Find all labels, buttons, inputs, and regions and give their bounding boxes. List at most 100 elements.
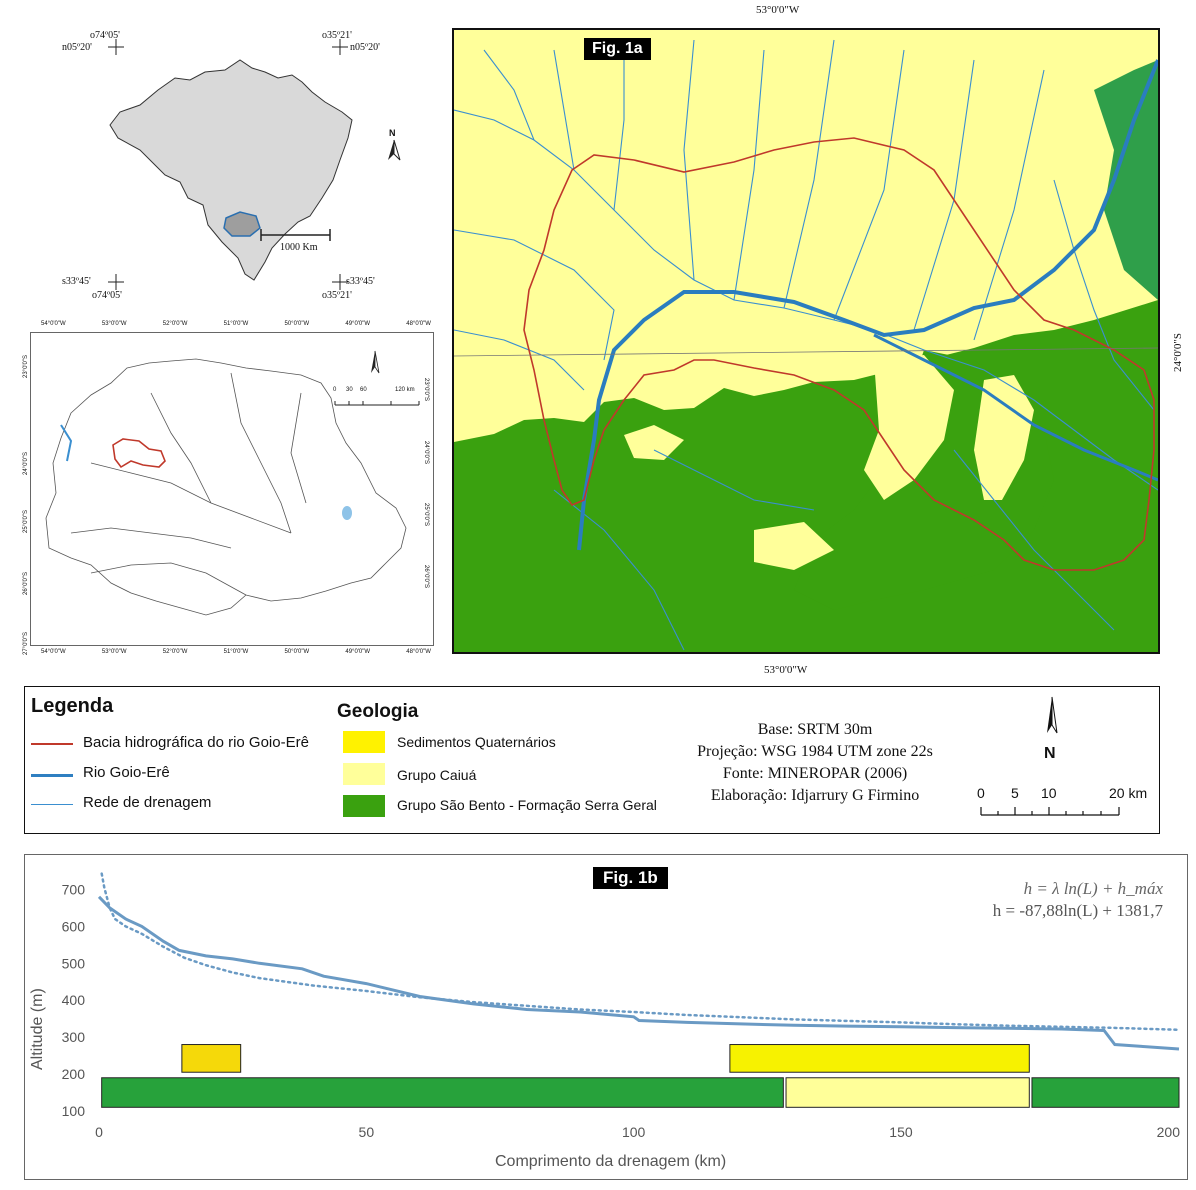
lat-tick: 26°0'0"S <box>423 565 429 589</box>
y-tick-label: 600 <box>62 918 86 934</box>
geology-bar <box>729 1044 1030 1073</box>
lon-tick: 49°0'0"W <box>345 321 371 327</box>
legend-panel: Legenda Bacia hidrográfica do rio Goio-E… <box>24 686 1160 834</box>
scale-tick: 10 <box>1041 785 1057 801</box>
parana-map-svg <box>45 350 420 616</box>
parana-highlight <box>223 211 261 237</box>
coord-label: o35º21' <box>322 290 352 301</box>
rio-goio-ere <box>577 59 1158 551</box>
lon-tick: 51°0'0"W <box>223 649 249 655</box>
lon-tick: 53°0'0"W <box>101 649 127 655</box>
geology-label: Grupo Caiuá <box>397 767 477 783</box>
y-tick-label: 700 <box>62 881 86 897</box>
brazil-map-svg <box>108 39 401 290</box>
y-tick-label: 200 <box>62 1066 86 1082</box>
credit-line: Base: SRTM 30m <box>757 721 873 738</box>
scale-tick: 60 <box>360 387 367 393</box>
geology-label: Grupo São Bento - Formação Serra Geral <box>397 797 657 813</box>
geology-swatch <box>343 763 385 785</box>
lat-tick: 25°0'0"S <box>423 503 429 527</box>
coord-label: o74º05' <box>90 30 120 41</box>
lat-tick: 24°0'0"S <box>23 451 29 475</box>
equation-fit: h = -87,88ln(L) + 1381,7 <box>992 901 1163 920</box>
north-arrow-icon <box>1047 696 1058 734</box>
coord-label: o35º21' <box>322 30 352 41</box>
coord-label: s33º45' <box>346 276 375 287</box>
x-tick-label: 200 <box>1157 1124 1181 1140</box>
lon-tick: 54°0'0"W <box>41 321 66 327</box>
scale-bar <box>980 807 1120 816</box>
right-latitude-label: 24°0'0"S <box>1172 333 1184 372</box>
x-tick-label: 50 <box>359 1124 375 1140</box>
parana-map: 54°0'0"W 53°0'0"W 52°0'0"W 51°0'0"W 50°0… <box>23 321 434 655</box>
top-longitude-label: 53°0'0"W <box>756 4 800 16</box>
geology-title: Geologia <box>337 701 419 722</box>
profile-chart: 100 200 300 400 500 600 700 0 50 100 150 200 <box>62 872 1181 1140</box>
credits-block: Base: SRTM 30m Projeção: WSG 1984 UTM zo… <box>665 719 965 807</box>
lon-tick: 52°0'0"W <box>162 321 188 327</box>
x-tick-label: 0 <box>95 1124 103 1140</box>
y-axis-label: Altitude (m) <box>29 988 46 1070</box>
legend-item-label: Rio Goio-Erê <box>83 764 170 781</box>
geology-bar <box>785 1077 1030 1108</box>
scale-label: 1000 Km <box>280 242 318 253</box>
north-label: N <box>1044 745 1056 762</box>
coord-label: n05º20' <box>62 42 92 53</box>
basin-swatch <box>31 743 73 745</box>
north-label: N <box>389 128 396 138</box>
profile-line <box>97 895 1180 1051</box>
geology-swatch <box>343 731 385 753</box>
coord-label: o74º05' <box>92 290 122 301</box>
drainage-swatch <box>31 804 73 805</box>
lon-tick: 48°0'0"W <box>406 649 431 655</box>
lon-tick: 48°0'0"W <box>406 321 431 327</box>
equation-general: h = λ ln(L) + h_máx <box>1023 879 1163 898</box>
lon-tick: 50°0'0"W <box>284 649 310 655</box>
scale-tick: 0 <box>977 785 985 801</box>
river-swatch <box>31 774 73 777</box>
lat-tick: 24°0'0"S <box>423 441 429 465</box>
lat-tick: 25°0'0"S <box>23 509 29 533</box>
x-axis-label: Comprimento da drenagem (km) <box>495 1153 727 1170</box>
legend-item-label: Rede de drenagem <box>83 794 212 811</box>
lon-tick: 54°0'0"W <box>41 649 66 655</box>
geology-bar <box>181 1044 242 1073</box>
lat-tick: 23°0'0"S <box>423 378 429 402</box>
scale-tick: 120 km <box>395 387 415 393</box>
geology-swatch <box>343 795 385 817</box>
legend-title: Legenda <box>31 695 114 717</box>
lon-tick: 50°0'0"W <box>284 321 310 327</box>
x-tick-label: 150 <box>889 1124 913 1140</box>
lon-tick: 52°0'0"W <box>162 649 188 655</box>
north-arrow-icon <box>388 139 401 161</box>
y-tick-label: 400 <box>62 992 86 1008</box>
fig1a-map: Fig. 1a <box>452 28 1160 654</box>
parana-outline <box>45 358 407 616</box>
scale-tick: 5 <box>1011 785 1019 801</box>
legend-item-label: Bacia hidrográfica do rio Goio-Erê <box>83 734 309 751</box>
scale-tick: 20 km <box>1109 785 1148 801</box>
lon-tick: 49°0'0"W <box>345 649 371 655</box>
credit-line: Projeção: WSG 1984 UTM zone 22s <box>697 743 933 760</box>
fig1b-label: Fig. 1b <box>593 867 668 889</box>
fig1a-map-svg <box>454 39 1158 652</box>
goio-ere-basin-outline <box>112 438 166 469</box>
y-tick-label: 500 <box>62 955 86 971</box>
geology-label: Sedimentos Quaternários <box>397 734 556 750</box>
lon-tick: 51°0'0"W <box>223 321 249 327</box>
credit-line: Fonte: MINEROPAR (2006) <box>722 765 908 782</box>
x-tick-label: 100 <box>622 1124 646 1140</box>
scale-tick: 30 <box>346 387 353 393</box>
lon-tick: 53°0'0"W <box>101 321 127 327</box>
fig1b-panel: 100 200 300 400 500 600 700 0 50 100 150 200 Fig. 1… <box>24 854 1188 1180</box>
brazil-inset: o74º05' n05º20' o35º21' n05º20' s33º45' … <box>40 20 440 310</box>
geology-bar <box>1031 1077 1180 1108</box>
credit-line: Elaboração: Idjarrury G Firmino <box>710 787 920 804</box>
y-tick-label: 100 <box>62 1103 86 1119</box>
lat-tick: 26°0'0"S <box>23 571 29 595</box>
coord-label: n05º20' <box>350 42 380 53</box>
geology-bar <box>101 1077 784 1108</box>
fig1a-label: Fig. 1a <box>584 38 651 60</box>
north-arrow-icon <box>371 350 380 374</box>
y-tick-label: 300 <box>62 1029 86 1045</box>
